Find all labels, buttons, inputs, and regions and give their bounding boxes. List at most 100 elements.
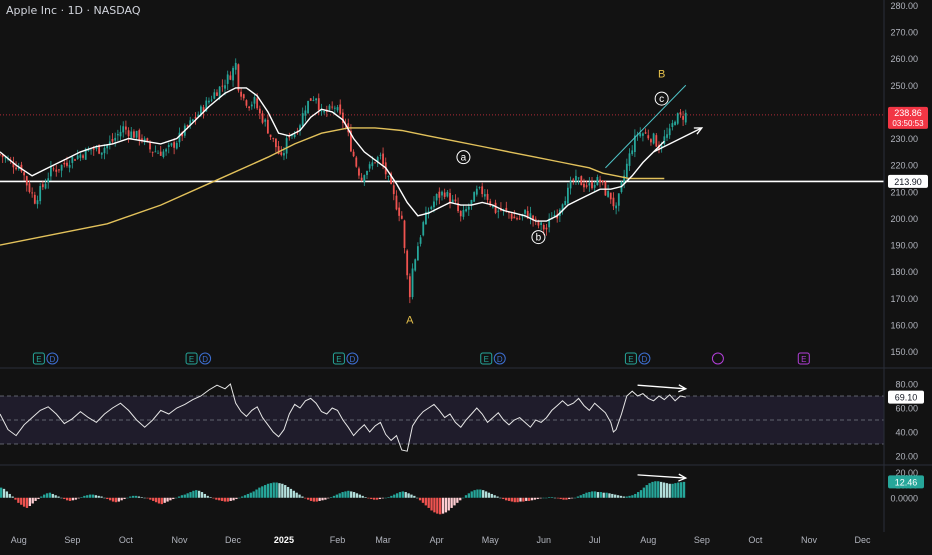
candle-body [395, 195, 398, 210]
candle-body [430, 206, 433, 210]
macd-bar [605, 492, 608, 498]
macd-bar [393, 494, 396, 498]
earnings-badge-icon [624, 352, 637, 365]
macd-bar [261, 486, 264, 498]
candle-body [406, 250, 409, 276]
candle-body [639, 133, 642, 137]
macd-bar [682, 481, 686, 498]
candle-body [668, 128, 671, 136]
candle-body [33, 194, 36, 204]
macd-bar [639, 490, 643, 498]
macd-bar [370, 497, 373, 500]
ma200-line [0, 127, 665, 246]
macd-bar [347, 490, 350, 498]
candle-body [607, 191, 609, 197]
macd-bar [172, 497, 175, 500]
candle-body [601, 180, 604, 183]
macd-bar [100, 496, 103, 498]
candle-body [68, 164, 71, 168]
macd-bar [321, 497, 324, 501]
candle-body [537, 221, 540, 226]
macd-tick-label: 0.0000 [890, 493, 918, 503]
macd-bar [350, 491, 353, 498]
macd-bar [614, 494, 617, 498]
candle-body [644, 132, 647, 134]
macd-bar [479, 489, 482, 498]
macd-tick-label: 20.00 [895, 468, 918, 478]
macd-bar [430, 497, 433, 511]
candle-body [532, 215, 534, 221]
macd-bar [527, 497, 531, 501]
candle-body [299, 125, 301, 131]
macd-bar [40, 496, 43, 498]
macd-bar [657, 481, 660, 498]
candle-body [663, 136, 666, 144]
macd-bar [71, 497, 75, 501]
time-axis: Aug Sep Oct Nov Dec 2025 Feb Mar Apr May Jun Jul Aug… [11, 535, 871, 545]
macd-bar [568, 497, 571, 500]
candle-body [529, 213, 532, 219]
macd-bar [315, 497, 318, 502]
candle-body [333, 107, 336, 109]
candle-body [481, 186, 484, 195]
candle-body [200, 106, 202, 116]
macd-bar [447, 497, 450, 511]
candle-body [408, 276, 411, 298]
candle-body [149, 142, 151, 150]
macd-bar [20, 497, 23, 505]
candle-body [258, 108, 261, 114]
candle-body [39, 186, 42, 202]
macd-bar [57, 496, 60, 498]
candle-body [189, 120, 192, 126]
candle-body [108, 141, 111, 145]
candle-body [103, 147, 106, 154]
macd-bar [295, 492, 298, 498]
candle-body [154, 151, 157, 153]
candle-body [315, 98, 317, 101]
candle-body [497, 210, 500, 212]
candle-body [242, 94, 245, 99]
candle-body [130, 131, 133, 139]
candle-body [465, 209, 468, 212]
last-price-tag [888, 106, 928, 129]
candle-body [264, 119, 267, 122]
candle-body [545, 227, 548, 230]
candle-body [165, 149, 167, 152]
candle-body [583, 183, 585, 188]
candle-body [60, 164, 63, 171]
candle-body [387, 176, 390, 177]
candle-body [350, 130, 352, 152]
candle-body [414, 259, 417, 271]
candle-body [304, 110, 307, 116]
macd-bar [470, 491, 473, 498]
candle-body [4, 157, 7, 159]
price-tick-label: 200.00 [890, 214, 918, 224]
macd-bar [516, 497, 519, 503]
candle-body [483, 194, 486, 197]
candle-body [226, 74, 229, 84]
macd-pane [0, 473, 688, 515]
macd-bar [103, 497, 106, 499]
candle-body [478, 187, 481, 188]
candle-body [293, 134, 296, 138]
candle-body [652, 133, 655, 144]
candle-body [76, 155, 79, 159]
candle-body [524, 209, 526, 214]
earnings-badge-icon [32, 352, 45, 365]
macd-bar [361, 495, 364, 498]
macd-bar [28, 497, 31, 507]
macd-bar [493, 495, 496, 498]
candle-body [186, 125, 189, 127]
candle-body [473, 192, 476, 202]
candle-body [548, 218, 551, 228]
candle-body [224, 85, 226, 89]
macd-bar [588, 492, 591, 498]
candle-body [47, 178, 50, 183]
rsi-arrow [637, 384, 686, 390]
candle-body [596, 177, 599, 186]
candle-body [234, 62, 237, 70]
price-tick-label: 260.00 [890, 54, 918, 64]
candle-body [486, 193, 489, 200]
